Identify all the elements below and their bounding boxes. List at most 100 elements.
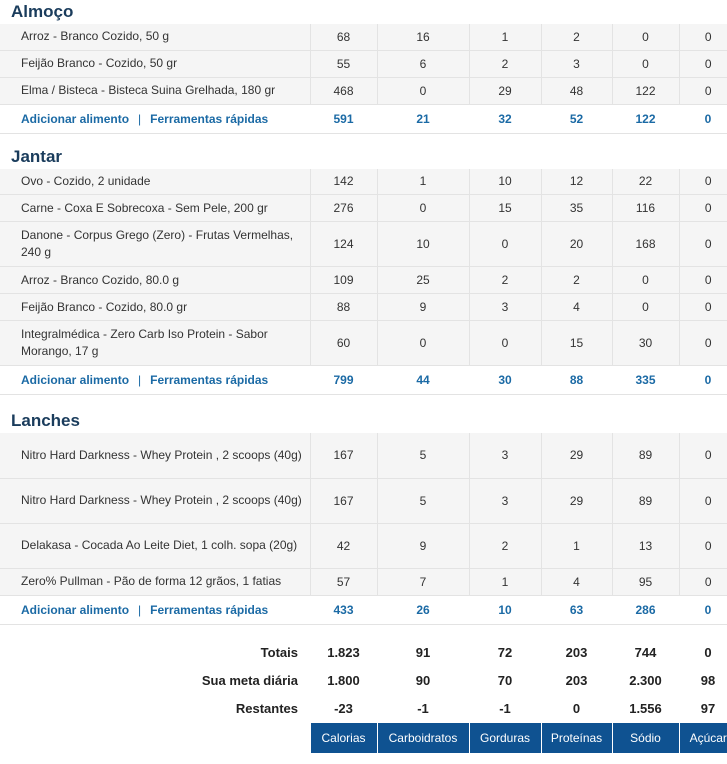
food-row[interactable]: Feijão Branco - Cozido, 80.0 gr 88 9 3 4 0 0: [0, 293, 727, 321]
column-header-sug[interactable]: Açúcar: [678, 722, 727, 753]
add-food-link[interactable]: Adicionar alimento: [21, 111, 130, 126]
nutrient-value-sod: 122: [611, 77, 679, 105]
food-row[interactable]: Ovo - Cozido, 2 unidade 142 1 10 12 22 0: [0, 168, 727, 195]
nutrient-value-sug: 0: [678, 523, 727, 569]
meal-actions: Adicionar alimento | Ferramentas rápidas: [0, 595, 310, 625]
nutrient-value-cal: 124: [309, 221, 377, 267]
food-name[interactable]: Arroz - Branco Cozido, 50 g: [0, 24, 310, 51]
column-header-fat[interactable]: Gorduras: [468, 722, 541, 753]
food-row[interactable]: Integralmédica - Zero Carb Iso Protein -…: [0, 320, 727, 366]
food-name[interactable]: Feijão Branco - Cozido, 50 gr: [0, 50, 310, 78]
summary-value-prot: 0: [572, 701, 581, 716]
food-row[interactable]: Arroz - Branco Cozido, 80.0 g 109 25 2 2 0 0: [0, 266, 727, 294]
summary-value-cal: 1.823: [327, 645, 360, 660]
food-name[interactable]: Elma / Bisteca - Bisteca Suina Grelhada,…: [0, 77, 310, 105]
quick-tools-link[interactable]: Ferramentas rápidas: [150, 111, 269, 126]
food-row[interactable]: Feijão Branco - Cozido, 50 gr 55 6 2 3 0 0: [0, 50, 727, 78]
nutrient-value-sug: 0: [678, 50, 727, 78]
meal-total-sug: 0: [679, 365, 727, 395]
column-header-sod[interactable]: Sódio: [611, 722, 679, 753]
nutrient-value-sug: 0: [678, 194, 727, 222]
nutrient-value-fat: 0: [468, 320, 541, 366]
add-food-link[interactable]: Adicionar alimento: [21, 602, 130, 617]
add-food-link[interactable]: Adicionar alimento: [21, 373, 130, 387]
food-name[interactable]: Zero% Pullman - Pão de forma 12 grãos, 1…: [0, 568, 310, 596]
column-header-prot[interactable]: Proteínas: [540, 722, 612, 753]
nutrient-value-cal: 109: [309, 266, 377, 294]
food-name[interactable]: Nitro Hard Darkness - Whey Protein , 2 s…: [0, 433, 310, 479]
food-name[interactable]: Carne - Coxa E Sobrecoxa - Sem Pele, 200…: [0, 194, 310, 222]
food-name[interactable]: Danone - Corpus Grego (Zero) - Frutas Ve…: [0, 221, 310, 267]
meal-actions: Adicionar alimento | Ferramentas rápidas: [0, 365, 310, 395]
food-name[interactable]: Arroz - Branco Cozido, 80.0 g: [0, 266, 310, 294]
nutrient-value-sug: 0: [678, 293, 727, 321]
food-row[interactable]: Delakasa - Cocada Ao Leite Diet, 1 colh.…: [0, 523, 727, 569]
column-header-row: Calorias Carboidratos Gorduras Proteínas Sód…: [0, 722, 727, 753]
nutrient-value-sug: 0: [678, 266, 727, 294]
summary-row-goal: Sua meta diária 1.800 90 70 203 2.300 98: [0, 667, 727, 695]
header-spacer: [0, 723, 310, 753]
summary-value-carb: -1: [417, 701, 429, 716]
meal-total-sod: 335: [612, 365, 679, 395]
nutrient-value-prot: 29: [540, 478, 612, 524]
quick-tools-link[interactable]: Ferramentas rápidas: [150, 602, 269, 617]
nutrient-value-carb: 10: [376, 221, 469, 267]
nutrient-value-fat: 2: [468, 266, 541, 294]
meal-table: Arroz - Branco Cozido, 50 g 68 16 1 2 0 0 Feijã…: [0, 24, 727, 134]
food-name[interactable]: Nitro Hard Darkness - Whey Protein , 2 s…: [0, 478, 310, 524]
quick-tools-link[interactable]: Ferramentas rápidas: [150, 373, 269, 387]
meal-title: Lanches: [11, 411, 80, 430]
nutrient-value-prot: 2: [540, 24, 612, 51]
food-name[interactable]: Ovo - Cozido, 2 unidade: [0, 168, 310, 195]
meal-total-carb: 26: [377, 595, 469, 625]
food-name[interactable]: Delakasa - Cocada Ao Leite Diet, 1 colh.…: [0, 523, 310, 569]
food-row[interactable]: Nitro Hard Darkness - Whey Protein , 2 s…: [0, 433, 727, 479]
column-header-cal[interactable]: Calorias: [309, 722, 377, 753]
summary-value-cal: -23: [334, 701, 353, 716]
column-header-carb[interactable]: Carboidratos: [376, 722, 469, 753]
meal-total-cal: 433: [310, 595, 377, 625]
summary-label: Restantes: [235, 701, 298, 716]
nutrient-value-sug: 0: [678, 478, 727, 524]
meal-total-sod: 122: [612, 104, 679, 134]
nutrient-value-fat: 3: [468, 433, 541, 479]
spacer: [0, 625, 727, 639]
nutrient-value-carb: 5: [376, 478, 469, 524]
nutrient-value-prot: 35: [540, 194, 612, 222]
food-row[interactable]: Carne - Coxa E Sobrecoxa - Sem Pele, 200…: [0, 194, 727, 222]
meal-total-prot: 52: [541, 104, 612, 134]
nutrient-value-carb: 25: [376, 266, 469, 294]
summary-row-totals: Totais 1.823 91 72 203 744 0: [0, 639, 727, 667]
meal-table: Nitro Hard Darkness - Whey Protein , 2 s…: [0, 433, 727, 625]
nutrient-value-cal: 42: [309, 523, 377, 569]
summary-value-cal: 1.800: [327, 673, 360, 688]
nutrient-value-fat: 1: [468, 24, 541, 51]
food-row[interactable]: Arroz - Branco Cozido, 50 g 68 16 1 2 0 0: [0, 24, 727, 51]
nutrient-value-prot: 48: [540, 77, 612, 105]
summary-label: Sua meta diária: [201, 673, 298, 688]
nutrient-value-carb: 0: [376, 194, 469, 222]
nutrient-value-sod: 22: [611, 168, 679, 195]
nutrient-value-prot: 3: [540, 50, 612, 78]
food-row[interactable]: Nitro Hard Darkness - Whey Protein , 2 s…: [0, 478, 727, 524]
summary-value-carb: 91: [415, 645, 431, 660]
food-row[interactable]: Danone - Corpus Grego (Zero) - Frutas Ve…: [0, 221, 727, 267]
nutrient-value-sug: 0: [678, 568, 727, 596]
food-row[interactable]: Elma / Bisteca - Bisteca Suina Grelhada,…: [0, 77, 727, 105]
nutrient-value-prot: 15: [540, 320, 612, 366]
summary-label: Totais: [260, 645, 298, 660]
nutrient-value-sug: 0: [678, 77, 727, 105]
link-separator: |: [138, 373, 142, 387]
meal-total-sug: 0: [679, 595, 727, 625]
food-name[interactable]: Integralmédica - Zero Carb Iso Protein -…: [0, 320, 310, 366]
nutrient-value-carb: 9: [376, 293, 469, 321]
nutrient-value-cal: 68: [309, 24, 377, 51]
food-name[interactable]: Feijão Branco - Cozido, 80.0 gr: [0, 293, 310, 321]
nutrient-value-fat: 2: [468, 523, 541, 569]
nutrient-value-sod: 89: [611, 433, 679, 479]
food-row[interactable]: Zero% Pullman - Pão de forma 12 grãos, 1…: [0, 568, 727, 596]
summary-row-remaining: Restantes -23 -1 -1 0 1.556 97: [0, 695, 727, 723]
nutrient-value-fat: 10: [468, 168, 541, 195]
meal-actions-row: Adicionar alimento | Ferramentas rápidas 59…: [0, 104, 727, 134]
summary-value-sod: 1.556: [629, 701, 662, 716]
